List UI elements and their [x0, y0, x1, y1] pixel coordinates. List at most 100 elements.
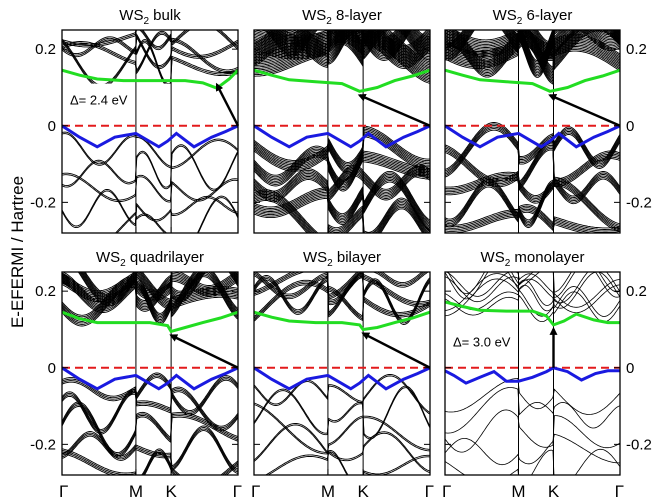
band-line: [453, 30, 562, 43]
band-line: [62, 131, 238, 168]
band-line: [254, 193, 429, 233]
band-line: [267, 451, 430, 475]
band-line: [254, 153, 430, 189]
y-tick-label: -0.2: [626, 436, 652, 453]
band-line: [254, 30, 430, 62]
band-line: [254, 128, 430, 166]
band-line: [445, 178, 620, 205]
panel-title: WS2 6-layer: [493, 7, 573, 27]
band-line: [445, 30, 620, 60]
band-line: [254, 30, 430, 53]
band-line: [77, 272, 238, 307]
x-tick-label: Γ: [425, 482, 434, 501]
band-line: [445, 30, 620, 51]
x-tick-label: M: [511, 482, 525, 501]
band-line: [82, 272, 238, 299]
band-line: [79, 272, 238, 304]
band-gap-arrow: [361, 332, 431, 369]
band-line: [445, 178, 620, 226]
band-line: [254, 30, 430, 49]
band-line: [254, 180, 430, 230]
band-gap-label: Δ= 2.4 eV: [70, 93, 128, 108]
band-line: [62, 276, 238, 316]
band-line: [62, 145, 238, 192]
band-line: [254, 177, 430, 227]
band-line: [445, 30, 620, 52]
band-line: [84, 272, 238, 296]
band-line: [445, 176, 620, 225]
band-line: [62, 144, 238, 190]
band-line: [445, 30, 620, 77]
band-line: [445, 211, 586, 233]
band-line: [62, 30, 238, 48]
y-tick-label: -0.2: [30, 194, 56, 211]
band-gap-arrow: [357, 93, 431, 127]
band-line: [445, 182, 620, 231]
gap-region: [445, 94, 620, 122]
band-line: [254, 385, 430, 438]
panel-frame: [253, 29, 431, 234]
band-line: [62, 273, 238, 317]
band-line: [254, 125, 430, 163]
y-tick-label: 0.2: [626, 283, 647, 300]
band-line: [277, 30, 403, 46]
band-line: [445, 172, 620, 199]
band-line: [445, 184, 620, 232]
band-line: [445, 30, 620, 54]
band-line: [445, 125, 620, 174]
panel-2: WS2 6-layer 0.2 0 -0.2: [444, 7, 652, 234]
band-line: [254, 272, 427, 299]
band-line: [445, 30, 620, 69]
band-line: [254, 402, 430, 453]
band-line: [254, 131, 430, 170]
panel-title: WS2 bilayer: [303, 249, 381, 269]
band-line: [254, 272, 429, 300]
band-line: [62, 33, 238, 75]
band-line: [279, 30, 401, 43]
band-line: [254, 130, 430, 168]
gap-region: [254, 332, 430, 364]
band-line: [445, 175, 620, 202]
band-line: [445, 30, 620, 68]
y-tick-label: 0: [626, 360, 634, 377]
band-line: [254, 178, 430, 229]
band-line: [254, 175, 430, 226]
band-line: [62, 375, 238, 415]
band-line: [445, 30, 620, 50]
band-line: [445, 433, 620, 466]
band-line: [81, 272, 238, 300]
band-line: [254, 189, 430, 233]
panel-4: WS2 bilayer Γ M K Γ: [251, 249, 434, 501]
band-line: [445, 30, 620, 46]
panel-title: WS2 8-layer: [302, 7, 382, 27]
band-line: [62, 190, 238, 229]
band-line: [62, 272, 238, 303]
band-line: [445, 30, 620, 55]
band-gap-label: Δ= 3.0 eV: [453, 335, 511, 350]
band-gap-arrow: [215, 82, 240, 127]
band-line: [62, 30, 238, 51]
band-line: [62, 388, 238, 432]
band-line: [254, 275, 430, 307]
panel-frame: [61, 271, 239, 476]
band-line: [254, 197, 426, 233]
band-line: [254, 423, 430, 472]
band-line: [445, 377, 620, 415]
band-line: [254, 30, 430, 61]
band-line: [445, 30, 620, 72]
band-line: [445, 179, 620, 228]
x-tick-label: Γ: [233, 482, 242, 501]
band-line: [62, 386, 238, 430]
band-line: [62, 402, 238, 455]
band-line: [450, 30, 620, 44]
band-line: [62, 272, 238, 305]
band-line: [445, 30, 620, 47]
band-line: [62, 452, 238, 475]
band-line: [268, 30, 409, 57]
band-line: [445, 30, 576, 63]
x-tick-label: M: [321, 482, 335, 501]
band-line: [274, 30, 405, 49]
gap-region: [62, 334, 238, 364]
band-line: [62, 451, 238, 475]
y-tick-label: -0.2: [626, 194, 652, 211]
